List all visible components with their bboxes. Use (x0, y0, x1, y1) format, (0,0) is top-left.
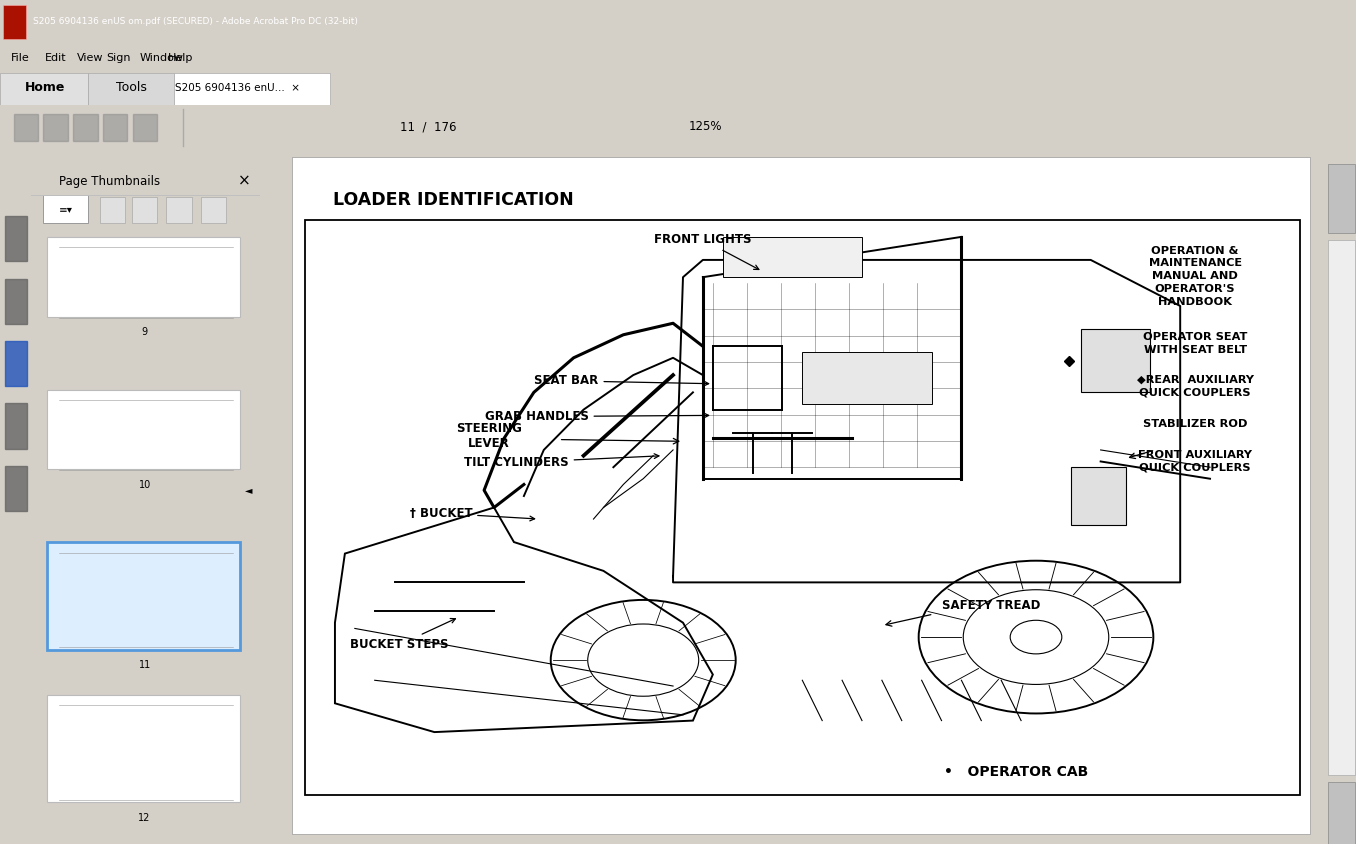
Text: Tools: Tools (117, 82, 146, 95)
Bar (133, 114, 157, 141)
Text: ◄: ◄ (245, 485, 252, 495)
Bar (47, 390, 240, 469)
Text: STABILIZER ROD: STABILIZER ROD (1143, 419, 1248, 429)
Text: S205 6904136 enU...  ×: S205 6904136 enU... × (175, 83, 300, 93)
Bar (201, 197, 226, 223)
Text: ≡▾: ≡▾ (58, 204, 73, 214)
Bar (47, 695, 240, 803)
Bar (43, 114, 68, 141)
Text: 11  /  176: 11 / 176 (400, 120, 457, 133)
Text: † BUCKET: † BUCKET (410, 506, 534, 521)
Bar (88, 73, 174, 105)
Bar (723, 237, 862, 277)
Bar (47, 542, 240, 650)
Bar (73, 114, 98, 141)
Bar (1081, 329, 1150, 392)
Bar (803, 352, 932, 404)
Text: FRONT LIGHTS: FRONT LIGHTS (654, 233, 759, 269)
Text: Help: Help (168, 53, 194, 63)
Bar (174, 73, 330, 105)
Bar (4, 279, 27, 324)
Text: 125%: 125% (689, 120, 721, 133)
Text: GRAB HANDLES: GRAB HANDLES (484, 410, 709, 423)
Text: 10: 10 (138, 479, 151, 490)
Text: File: File (11, 53, 30, 63)
Text: SAFETY TREAD: SAFETY TREAD (942, 599, 1040, 612)
Text: View: View (77, 53, 104, 63)
Text: FRONT AUXILIARY
QUICK COUPLERS: FRONT AUXILIARY QUICK COUPLERS (1138, 450, 1252, 473)
Bar (167, 197, 191, 223)
Text: Edit: Edit (45, 53, 66, 63)
Bar (0, 73, 88, 105)
Text: 9: 9 (141, 327, 148, 337)
Text: Page Thumbnails: Page Thumbnails (58, 175, 160, 188)
Text: TILT CYLINDERS: TILT CYLINDERS (464, 454, 659, 469)
Text: •   OPERATOR CAB: • OPERATOR CAB (944, 766, 1089, 779)
Bar (1328, 241, 1355, 775)
Bar (1071, 468, 1125, 525)
Bar (14, 114, 38, 141)
Text: OPERATION &
MAINTENANCE
MANUAL AND
OPERATOR'S
HANDBOOK: OPERATION & MAINTENANCE MANUAL AND OPERA… (1149, 246, 1242, 306)
Bar (1328, 164, 1355, 234)
Text: Window: Window (140, 53, 183, 63)
Bar (4, 216, 27, 262)
Text: Sign: Sign (106, 53, 130, 63)
Bar (4, 403, 27, 448)
Text: ×: × (237, 174, 251, 189)
Bar (4, 466, 27, 511)
Bar (100, 197, 125, 223)
Text: S205 6904136 enUS om.pdf (SECURED) - Adobe Acrobat Pro DC (32-bit): S205 6904136 enUS om.pdf (SECURED) - Ado… (33, 18, 358, 26)
Polygon shape (335, 507, 713, 732)
Bar (47, 237, 240, 316)
Text: BUCKET STEPS: BUCKET STEPS (350, 619, 456, 651)
Text: 12: 12 (138, 813, 151, 823)
Bar (1328, 782, 1355, 844)
Text: OPERATOR SEAT
WITH SEAT BELT: OPERATOR SEAT WITH SEAT BELT (1143, 332, 1248, 354)
Bar (103, 114, 127, 141)
Bar (237, 469, 260, 511)
Bar (42, 195, 88, 223)
Bar (132, 197, 157, 223)
Bar (305, 219, 1299, 795)
Text: ◆REAR  AUXILIARY
QUICK COUPLERS: ◆REAR AUXILIARY QUICK COUPLERS (1136, 375, 1253, 398)
Bar (4, 341, 27, 386)
Bar (3, 5, 26, 39)
Text: STEERING
LEVER: STEERING LEVER (456, 421, 522, 450)
Text: 11: 11 (138, 660, 151, 670)
Text: Home: Home (24, 82, 65, 95)
Text: SEAT BAR: SEAT BAR (534, 375, 709, 387)
Text: LOADER IDENTIFICATION: LOADER IDENTIFICATION (332, 192, 574, 209)
